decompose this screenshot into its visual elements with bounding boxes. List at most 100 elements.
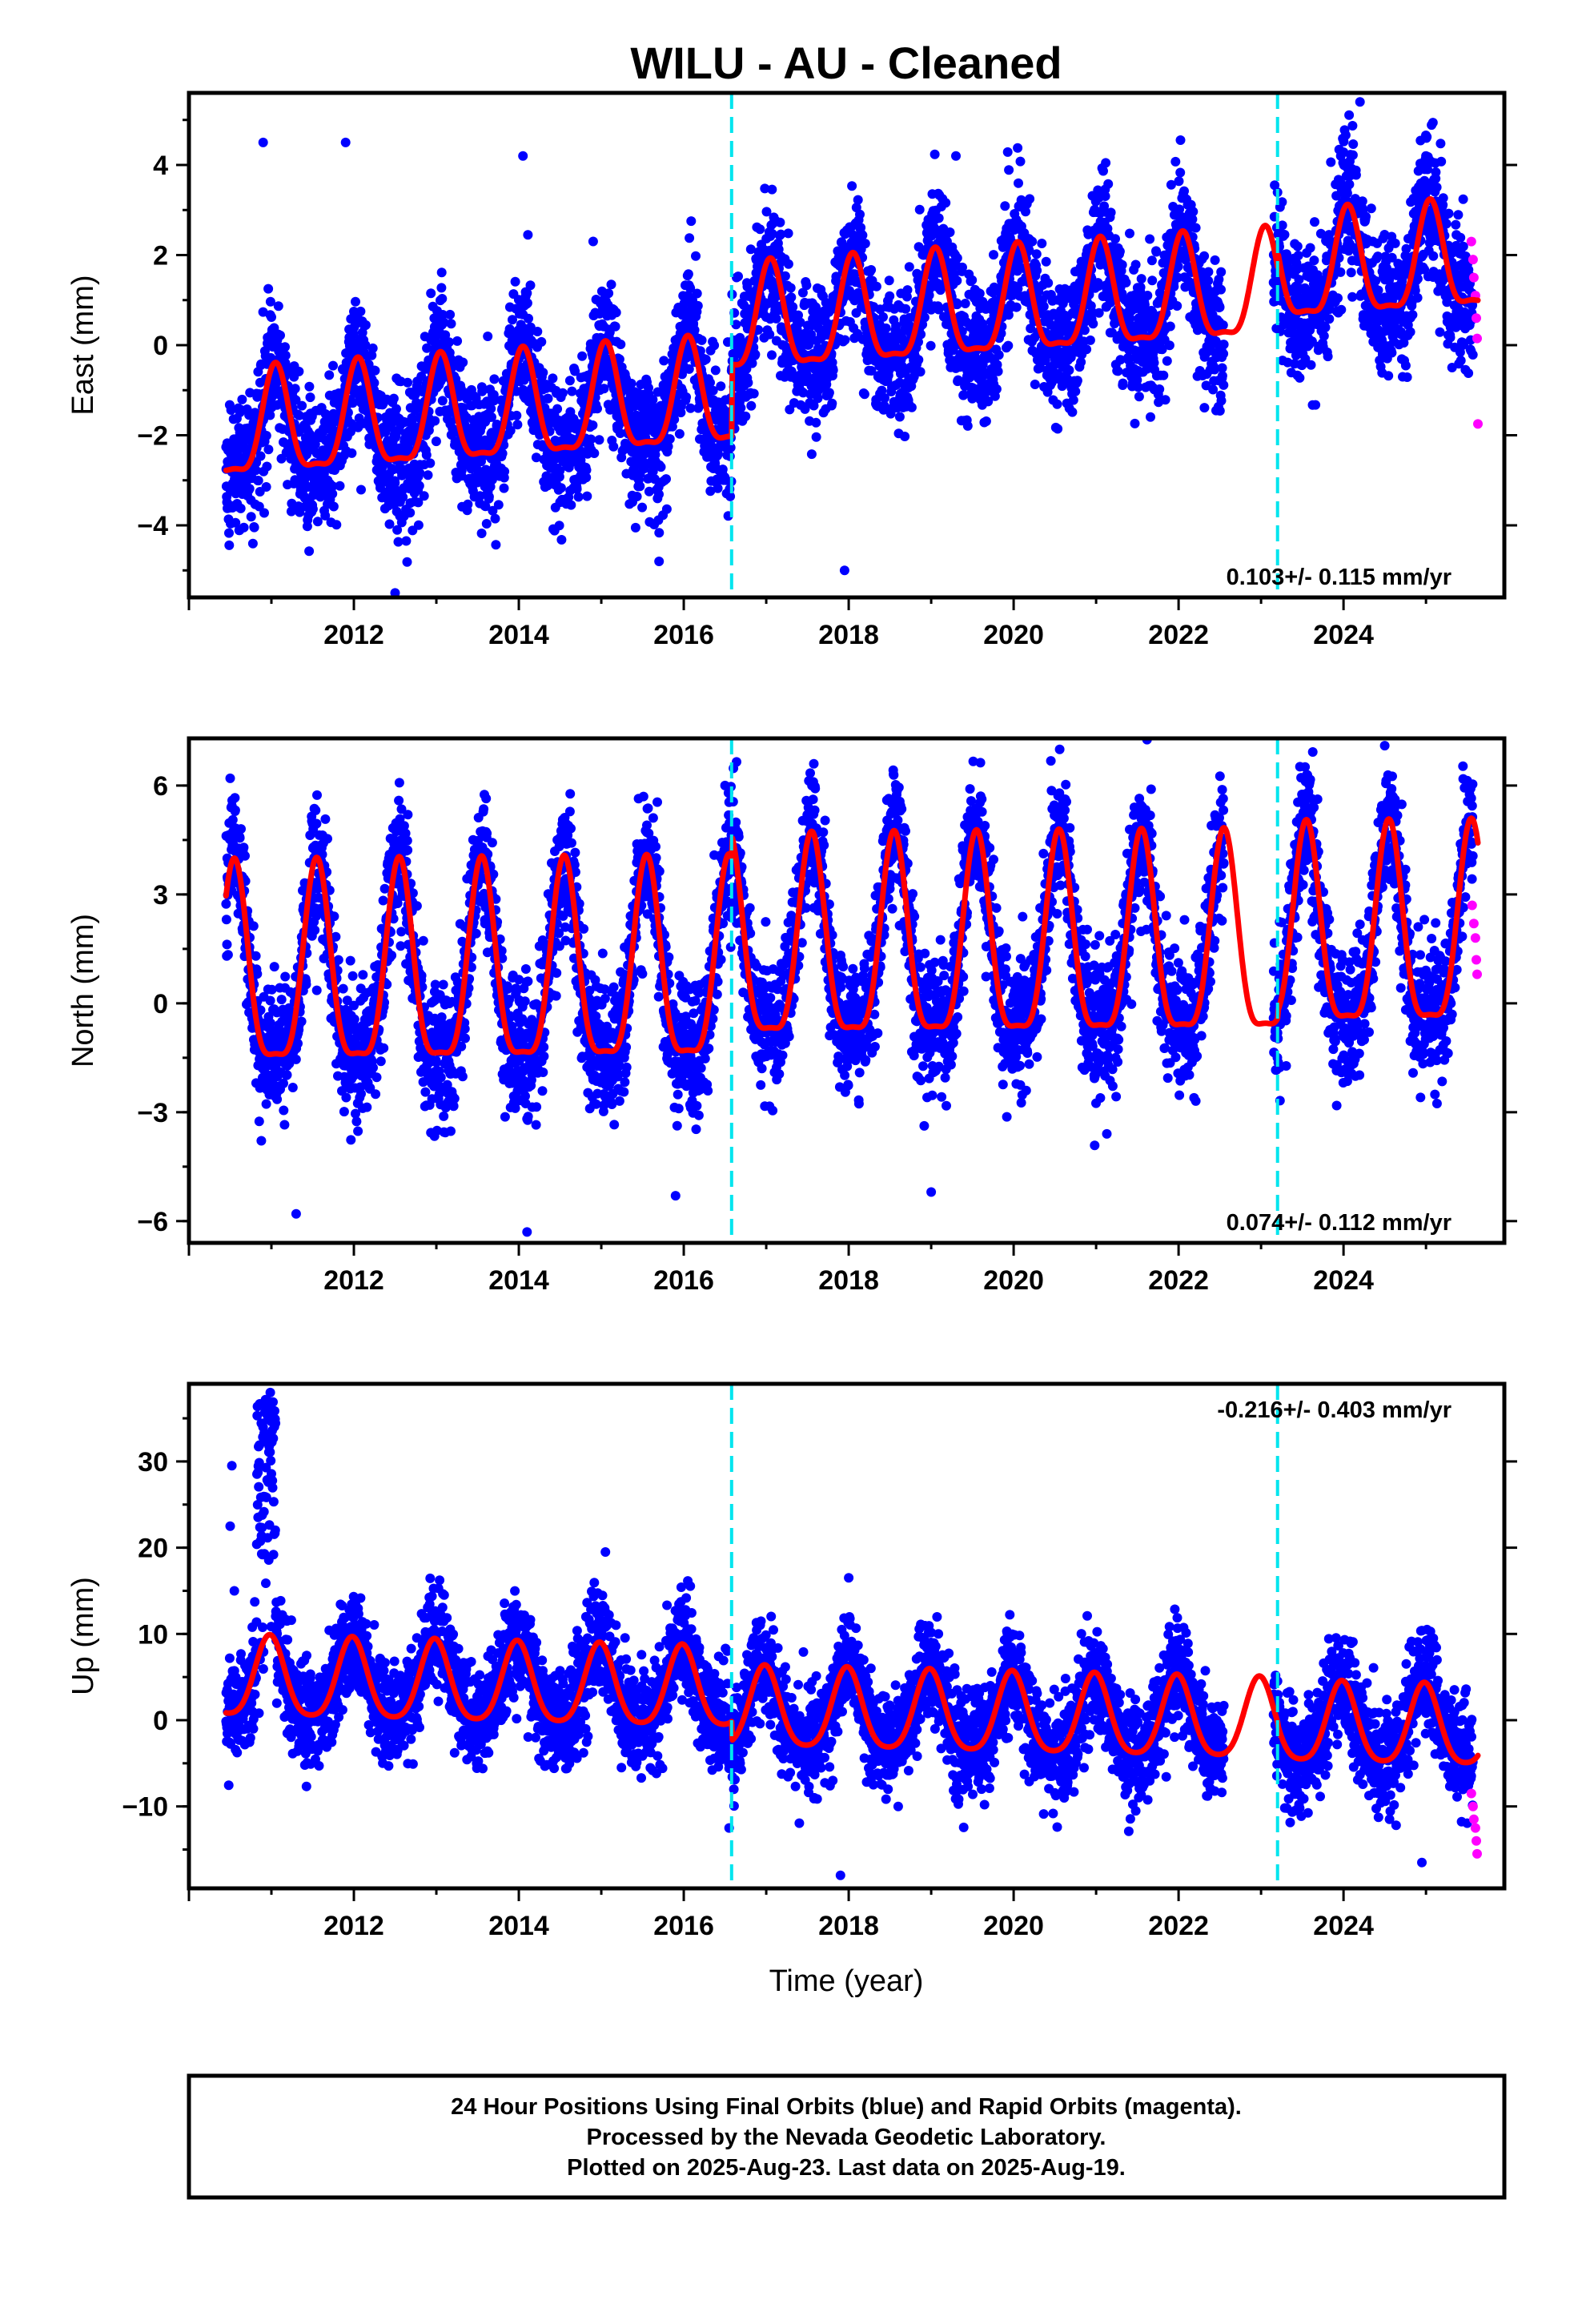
east-point xyxy=(1390,238,1400,248)
east-point xyxy=(681,392,692,402)
east-point xyxy=(1219,348,1229,359)
east-point xyxy=(531,452,541,463)
east-point xyxy=(989,250,998,260)
east-point xyxy=(1323,352,1333,362)
east-point xyxy=(915,367,926,377)
east-point xyxy=(328,501,339,512)
east-point xyxy=(604,288,614,299)
east-point xyxy=(661,474,671,485)
east-point xyxy=(327,489,338,499)
east-point xyxy=(1305,243,1315,253)
east-point xyxy=(1146,412,1155,422)
east-point xyxy=(286,506,296,517)
east-point xyxy=(701,354,711,364)
east-point xyxy=(1015,156,1026,167)
east-point xyxy=(438,310,448,320)
east-point xyxy=(1041,256,1051,267)
east-point xyxy=(1125,228,1134,239)
east-point xyxy=(246,512,256,522)
east-point xyxy=(649,474,660,485)
east-point xyxy=(1344,179,1355,190)
east-point xyxy=(685,233,695,243)
east-point xyxy=(644,486,654,497)
east-point xyxy=(771,313,781,324)
east-panel: 2012 2014 2016 2018 2020 2022 2024−4−2024East … xyxy=(66,90,1517,650)
east-point xyxy=(335,480,345,491)
east-point xyxy=(801,280,812,291)
east-point xyxy=(952,253,962,263)
east-point xyxy=(1216,267,1227,277)
east-point xyxy=(626,378,636,388)
east-point xyxy=(408,419,417,429)
east-point xyxy=(913,355,924,365)
east-point xyxy=(543,393,553,404)
east-point xyxy=(524,313,533,324)
east-point xyxy=(388,393,399,404)
east-point xyxy=(811,417,821,428)
east-point xyxy=(857,230,868,240)
east-point xyxy=(512,420,523,430)
east-point xyxy=(452,336,463,346)
east-point xyxy=(523,230,533,240)
east-point xyxy=(683,269,693,279)
east-point xyxy=(1070,386,1081,396)
east-point xyxy=(952,275,962,286)
east-point xyxy=(755,224,765,235)
east-point xyxy=(1309,255,1319,266)
east-point xyxy=(1110,234,1120,244)
east-point xyxy=(347,398,358,408)
east-point xyxy=(440,330,451,340)
east-point xyxy=(934,213,944,223)
east-point xyxy=(993,366,1003,376)
east-point xyxy=(1165,321,1175,332)
east-point xyxy=(235,503,246,513)
east-point xyxy=(538,368,548,378)
east-point xyxy=(894,412,905,422)
east-point xyxy=(1032,265,1042,275)
east-point xyxy=(962,420,973,431)
east-point xyxy=(691,251,701,261)
east-point xyxy=(419,491,429,501)
east-point xyxy=(548,373,558,384)
east-point xyxy=(421,450,432,460)
east-point xyxy=(486,404,496,414)
east-point xyxy=(224,540,235,550)
east-point xyxy=(1319,331,1329,341)
east-point xyxy=(709,340,720,351)
east-point xyxy=(422,343,432,353)
east-point xyxy=(493,500,504,510)
east-point xyxy=(413,497,424,508)
east-point xyxy=(224,528,234,538)
east-point xyxy=(1208,384,1219,395)
east-point xyxy=(1037,239,1047,248)
east-point xyxy=(1117,259,1127,270)
east-point xyxy=(267,312,276,322)
east-point xyxy=(489,374,500,384)
east-point xyxy=(1013,143,1023,153)
east-point xyxy=(244,484,255,494)
east-point xyxy=(554,521,564,531)
east-point xyxy=(1219,340,1229,350)
east-point xyxy=(1031,249,1042,259)
east-point xyxy=(786,292,797,303)
east-point xyxy=(426,288,436,299)
east-point xyxy=(692,288,702,299)
east-point xyxy=(902,285,913,296)
east-point xyxy=(369,378,379,388)
east-point xyxy=(610,321,620,332)
east-point xyxy=(693,300,703,311)
east-point xyxy=(392,525,403,535)
east-point xyxy=(635,481,645,492)
east-point xyxy=(900,432,910,441)
east-point xyxy=(1326,157,1336,167)
east-point xyxy=(656,462,666,472)
east-point xyxy=(588,236,598,247)
east-point xyxy=(1100,191,1110,201)
east-point xyxy=(697,335,707,345)
east-point xyxy=(500,466,510,476)
east-point xyxy=(251,465,261,476)
east-point xyxy=(259,508,269,518)
east-point xyxy=(1064,365,1074,376)
east-point xyxy=(1218,320,1228,330)
